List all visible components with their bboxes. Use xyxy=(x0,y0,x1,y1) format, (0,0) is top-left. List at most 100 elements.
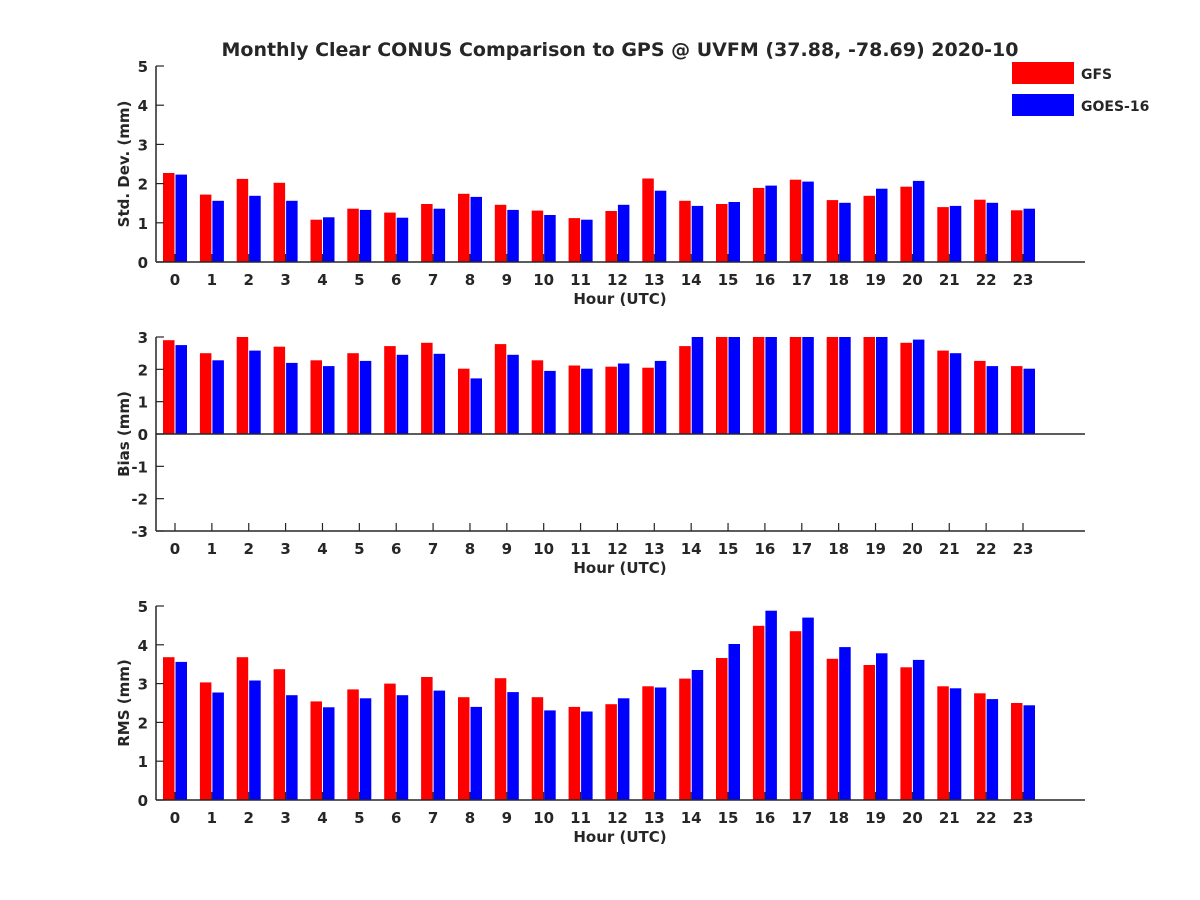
bar-goes16-hour-14 xyxy=(691,337,704,434)
bar-gfs-hour-15 xyxy=(716,337,728,434)
bar-gfs-hour-21 xyxy=(937,207,949,262)
bar-goes16-hour-18 xyxy=(839,647,851,800)
x-tick-label: 23 xyxy=(1013,809,1034,827)
bar-goes16-hour-8 xyxy=(470,196,482,262)
x-tick-label: 15 xyxy=(718,271,739,289)
y-tick-label: 4 xyxy=(138,637,148,655)
x-tick-label: 15 xyxy=(718,809,739,827)
x-tick-label: 23 xyxy=(1013,540,1034,558)
bar-gfs-hour-18 xyxy=(826,658,839,800)
x-tick-label: 7 xyxy=(428,809,438,827)
bar-goes16-hour-2 xyxy=(249,195,261,262)
bar-gfs-hour-1 xyxy=(199,353,212,434)
bar-gfs-hour-19 xyxy=(863,337,875,434)
bar-gfs-hour-6 xyxy=(384,683,396,800)
x-tick-label: 3 xyxy=(280,271,290,289)
y-tick-label: 2 xyxy=(138,714,148,732)
bar-goes16-hour-19 xyxy=(876,653,888,800)
legend: GFS GOES-16 xyxy=(1012,62,1149,116)
bar-goes16-hour-20 xyxy=(912,659,925,800)
bar-goes16-hour-14 xyxy=(691,670,704,800)
x-tick-label: 4 xyxy=(317,271,327,289)
x-tick-label: 22 xyxy=(976,809,997,827)
x-tick-label: 13 xyxy=(644,809,665,827)
bar-goes16-hour-15 xyxy=(728,644,740,800)
bar-goes16-hour-23 xyxy=(1023,705,1035,800)
bar-goes16-hour-7 xyxy=(433,690,446,800)
bar-goes16-hour-10 xyxy=(544,710,556,800)
x-tick-label: 7 xyxy=(428,540,438,558)
legend-label-goes16: GOES-16 xyxy=(1081,99,1149,115)
chart-title: Monthly Clear CONUS Comparison to GPS @ … xyxy=(221,39,1018,61)
bar-goes16-hour-8 xyxy=(470,706,482,800)
bar-goes16-hour-17 xyxy=(802,337,814,434)
bar-gfs-hour-21 xyxy=(937,350,949,434)
y-axis-label: Std. Dev. (mm) xyxy=(115,101,133,228)
bar-goes16-hour-5 xyxy=(359,698,372,800)
bar-goes16-hour-7 xyxy=(433,208,446,262)
x-tick-label: 14 xyxy=(681,809,702,827)
bar-gfs-hour-3 xyxy=(273,182,286,262)
x-tick-label: 17 xyxy=(791,271,812,289)
x-tick-label: 21 xyxy=(939,540,960,558)
bar-goes16-hour-10 xyxy=(544,215,556,262)
bar-goes16-hour-23 xyxy=(1023,368,1035,434)
x-tick-label: 1 xyxy=(207,540,217,558)
bar-goes16-hour-7 xyxy=(433,353,446,434)
x-tick-label: 12 xyxy=(607,271,628,289)
x-axis-label: Hour (UTC) xyxy=(573,559,666,577)
bar-gfs-hour-22 xyxy=(974,360,986,434)
bar-goes16-hour-20 xyxy=(912,180,925,262)
bar-gfs-hour-0 xyxy=(163,173,175,262)
x-tick-label: 11 xyxy=(570,809,591,827)
x-tick-label: 20 xyxy=(902,540,923,558)
bar-goes16-hour-22 xyxy=(986,202,999,262)
bar-gfs-hour-10 xyxy=(531,210,544,262)
bar-goes16-hour-0 xyxy=(175,174,187,262)
x-tick-label: 21 xyxy=(939,271,960,289)
bar-goes16-hour-3 xyxy=(286,362,298,434)
x-tick-label: 19 xyxy=(865,540,886,558)
x-tick-label: 16 xyxy=(754,271,775,289)
bar-gfs-hour-10 xyxy=(531,697,544,800)
x-tick-label: 11 xyxy=(570,271,591,289)
x-tick-label: 16 xyxy=(754,809,775,827)
bar-gfs-hour-8 xyxy=(458,368,470,434)
bar-gfs-hour-3 xyxy=(273,346,286,434)
bar-goes16-hour-13 xyxy=(654,687,667,800)
bar-gfs-hour-4 xyxy=(310,360,322,434)
bar-goes16-hour-16 xyxy=(765,185,777,262)
legend-label-gfs: GFS xyxy=(1081,67,1112,83)
bar-goes16-hour-11 xyxy=(581,219,593,262)
y-tick-label: 1 xyxy=(138,753,148,771)
legend-swatch-gfs xyxy=(1012,62,1074,84)
x-tick-label: 5 xyxy=(354,809,364,827)
y-tick-label: 4 xyxy=(138,97,148,115)
bar-goes16-hour-3 xyxy=(286,695,298,800)
x-tick-label: 4 xyxy=(317,809,327,827)
y-tick-label: 1 xyxy=(138,215,148,233)
bar-gfs-hour-20 xyxy=(900,342,912,434)
x-tick-label: 12 xyxy=(607,540,628,558)
y-axis-label: RMS (mm) xyxy=(115,659,133,746)
x-tick-label: 2 xyxy=(244,540,254,558)
y-tick-label: 2 xyxy=(138,176,148,194)
bar-goes16-hour-19 xyxy=(876,188,888,262)
bar-gfs-hour-4 xyxy=(310,219,322,262)
y-tick-label: 5 xyxy=(138,598,148,616)
bar-goes16-hour-12 xyxy=(617,363,630,434)
bar-gfs-hour-22 xyxy=(974,199,986,262)
bar-gfs-hour-2 xyxy=(236,657,249,800)
x-tick-label: 14 xyxy=(681,540,702,558)
y-tick-label: -1 xyxy=(131,458,148,476)
bar-goes16-hour-15 xyxy=(728,202,740,262)
x-tick-label: 4 xyxy=(317,540,327,558)
bar-gfs-hour-14 xyxy=(679,678,691,800)
x-tick-label: 21 xyxy=(939,809,960,827)
x-tick-label: 9 xyxy=(502,540,512,558)
bar-gfs-hour-2 xyxy=(236,178,249,262)
x-tick-label: 13 xyxy=(644,540,665,558)
bar-goes16-hour-20 xyxy=(912,339,925,434)
